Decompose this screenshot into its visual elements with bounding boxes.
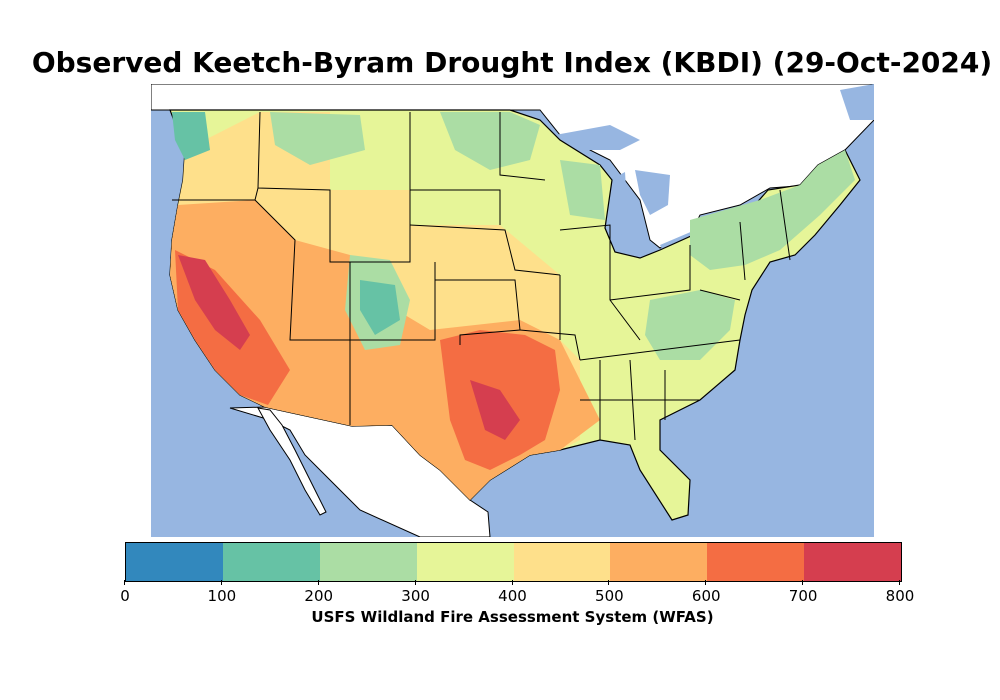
baja-peninsula	[257, 407, 327, 516]
zone-100-200-washington	[172, 112, 210, 160]
zone-100-200-colorado	[360, 280, 400, 335]
colorbar-segment	[416, 543, 514, 581]
colorbar-tick-label: 0	[105, 580, 145, 605]
lake-huron	[635, 170, 670, 215]
colorbar-tick-label: 800	[880, 580, 920, 605]
hudson-bay-area	[840, 84, 874, 120]
colorbar-label: USFS Wildland Fire Assessment System (WF…	[311, 608, 714, 626]
map-title: Observed Keetch-Byram Drought Index (KBD…	[31, 46, 993, 79]
colorbar-tick-label: 500	[589, 580, 629, 605]
colorbar-ticks: 0 100 200 300 400 500 600 700 800	[120, 580, 914, 610]
colorbar-tick-label: 300	[396, 580, 436, 605]
zone-200-300-northeast	[690, 150, 855, 270]
colorbar-segment	[222, 543, 320, 581]
colorbar-segment	[319, 543, 417, 581]
colorbar-tick-label: 400	[493, 580, 533, 605]
colorbar-segment	[513, 543, 611, 581]
colorbar-tick-label: 700	[783, 580, 823, 605]
colorbar-segment	[610, 543, 708, 581]
colorbar-segment	[126, 543, 223, 581]
colorbar-segment	[804, 543, 901, 581]
zone-200-300-northern-plains	[440, 112, 540, 170]
kbdi-map	[151, 84, 874, 537]
zone-200-300-wisconsin	[560, 160, 605, 220]
colorbar-tick-label: 600	[686, 580, 726, 605]
zone-200-300-midatlantic	[645, 290, 735, 360]
zone-200-300-montana	[270, 112, 365, 165]
state-borders	[172, 111, 791, 441]
colorbar-segment	[707, 543, 805, 581]
colorbar-tick-label: 100	[202, 580, 242, 605]
zone-700-800	[178, 255, 250, 350]
colorbar	[125, 542, 902, 582]
colorbar-tick-label: 200	[299, 580, 339, 605]
zone-700-800-south	[470, 380, 520, 440]
